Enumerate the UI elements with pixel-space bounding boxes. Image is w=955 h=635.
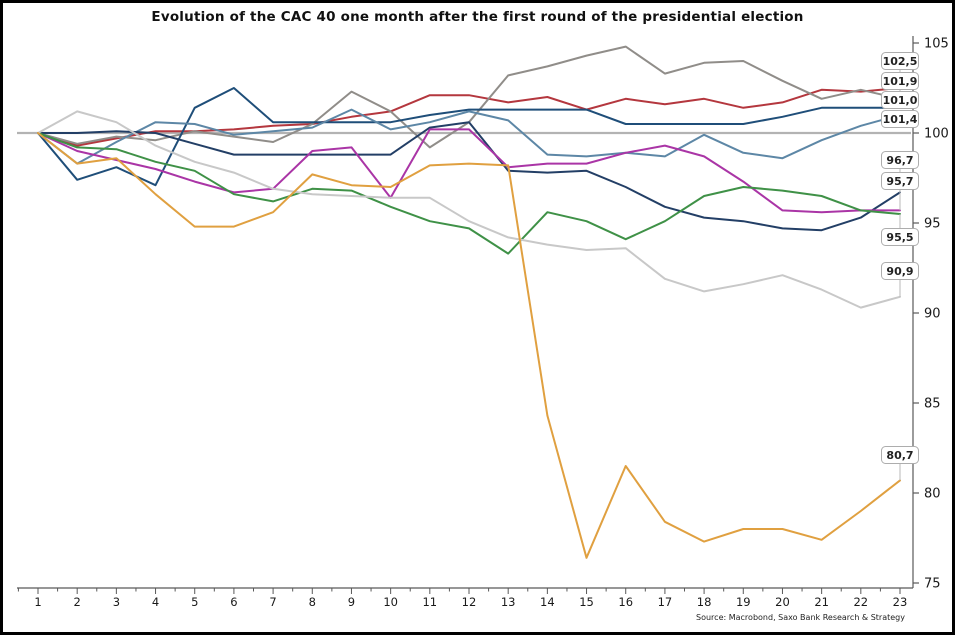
x-tick-label-20: 20 [775, 595, 790, 609]
series-line-dark-navy [37, 87, 901, 187]
source-note: Source: Macrobond, Saxo Bank Research & … [696, 613, 905, 622]
x-tick-label-16: 16 [618, 595, 633, 609]
callout-box-96,7 [881, 151, 919, 169]
callout-box-95,7 [881, 172, 919, 190]
series-line-light-gray [37, 110, 901, 309]
callout-label-101,4: 101,4 [883, 113, 918, 126]
x-tick-label-18: 18 [697, 595, 712, 609]
callout-box-101,0 [881, 91, 919, 109]
y-tick-label-95: 95 [924, 217, 941, 232]
x-tick-label-3: 3 [113, 595, 120, 609]
series-line-steel-blue [37, 108, 901, 165]
callout-label-95,5: 95,5 [886, 231, 913, 244]
series-line-red [37, 87, 901, 147]
y-tick-label-80: 80 [924, 487, 941, 502]
callout-label-102,5: 102,5 [883, 55, 918, 68]
x-tick-label-8: 8 [309, 595, 316, 609]
callout-label-80,7: 80,7 [886, 449, 913, 462]
chart-title: Evolution of the CAC 40 one month after … [151, 9, 804, 25]
callout-label-96,7: 96,7 [886, 154, 913, 167]
y-tick-label-75: 75 [924, 577, 941, 592]
x-tick-label-2: 2 [74, 595, 81, 609]
x-tick-label-23: 23 [893, 595, 908, 609]
callout-box-101,4 [881, 110, 919, 128]
series-line-orange [37, 132, 901, 559]
x-tick-label-14: 14 [540, 595, 555, 609]
callout-box-101,9 [881, 72, 919, 90]
series-line-magenta [37, 128, 901, 214]
callout-box-102,5 [881, 52, 919, 70]
callout-box-95,5 [881, 228, 919, 246]
callout-box-90,9 [881, 262, 919, 280]
x-tick-label-21: 21 [814, 595, 829, 609]
callout-label-90,9: 90,9 [886, 265, 913, 278]
x-tick-label-15: 15 [579, 595, 594, 609]
callout-label-95,7: 95,7 [886, 175, 913, 188]
x-tick-label-13: 13 [501, 595, 516, 609]
x-tick-label-9: 9 [348, 595, 355, 609]
y-tick-label-100: 100 [924, 127, 949, 142]
y-tick-label-90: 90 [924, 307, 941, 322]
x-tick-label-11: 11 [422, 595, 437, 609]
x-tick-label-6: 6 [230, 595, 237, 609]
callout-label-101,0: 101,0 [883, 94, 918, 107]
x-tick-label-4: 4 [152, 595, 159, 609]
callout-box-80,7 [881, 446, 919, 464]
series-line-navy-2 [37, 121, 901, 232]
x-tick-label-7: 7 [269, 595, 276, 609]
x-tick-label-22: 22 [853, 595, 868, 609]
x-tick-label-17: 17 [658, 595, 673, 609]
x-tick-label-10: 10 [383, 595, 398, 609]
y-tick-label-105: 105 [924, 37, 949, 52]
series-line-green [37, 132, 901, 255]
x-tick-label-12: 12 [462, 595, 477, 609]
x-tick-label-5: 5 [191, 595, 198, 609]
y-tick-label-85: 85 [924, 397, 941, 412]
x-tick-label-1: 1 [34, 595, 41, 609]
callout-label-101,9: 101,9 [883, 75, 918, 88]
x-tick-label-19: 19 [736, 595, 751, 609]
